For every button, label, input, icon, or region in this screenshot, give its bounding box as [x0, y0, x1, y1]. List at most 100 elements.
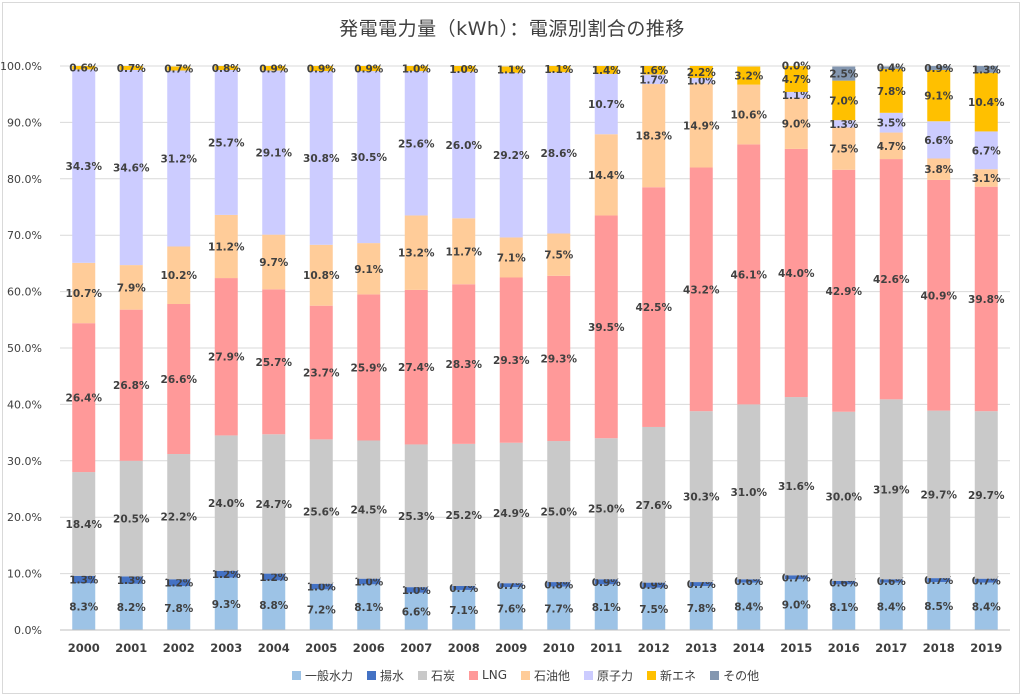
legend-item: その他: [710, 667, 759, 684]
bar-segment: [642, 74, 666, 85]
data-label: 1.2%: [212, 569, 242, 581]
bar-segment: [262, 234, 286, 290]
legend-swatch: [647, 670, 657, 680]
data-label: 28.6%: [541, 148, 578, 160]
bar-segment: [689, 66, 713, 78]
data-label: 0.8%: [544, 579, 574, 591]
bar-segment: [927, 158, 951, 180]
data-label: 25.2%: [446, 510, 483, 522]
bar-segment: [689, 411, 713, 583]
bar-segment: [784, 98, 808, 149]
bar-segment: [214, 577, 238, 630]
bar-segment: [452, 71, 476, 219]
bar-segment: [262, 66, 286, 71]
bar-segment: [974, 411, 998, 579]
data-label: 29.3%: [493, 355, 530, 367]
bar-segment: [119, 583, 143, 630]
bar-segment: [499, 587, 523, 630]
legend-swatch: [710, 670, 720, 680]
data-label: 0.9%: [592, 577, 622, 589]
data-label: 27.9%: [208, 352, 245, 364]
bar-segment: [642, 587, 666, 630]
bar-segment: [214, 278, 238, 436]
data-label: 1.0%: [687, 76, 717, 88]
data-label: 4.7%: [877, 141, 907, 153]
bar-segment: [879, 159, 903, 400]
bar-segment: [452, 443, 476, 587]
data-label: 0.7%: [117, 63, 147, 75]
x-tick-label: 2018: [923, 641, 955, 655]
bar-segment: [119, 460, 143, 577]
data-label: 43.2%: [683, 284, 720, 296]
chart-title: 発電電力量（kWh）：電源別割合の推移: [339, 18, 685, 40]
data-label: 6.6%: [924, 135, 954, 147]
legend-item: 原子力: [584, 667, 633, 684]
data-label: 1.1%: [497, 65, 527, 77]
legend-item: 石油他: [521, 667, 570, 684]
data-label: 1.3%: [69, 575, 99, 587]
bar-segment: [547, 66, 571, 73]
bar-segment: [167, 454, 191, 580]
data-label: 26.8%: [113, 380, 150, 392]
bar-segment: [119, 66, 143, 70]
data-label: 7.1%: [449, 605, 479, 617]
data-label: 9.3%: [212, 599, 242, 611]
data-label: 24.9%: [493, 508, 530, 520]
x-tick-label: 2014: [733, 641, 765, 655]
data-label: 1.3%: [117, 575, 147, 587]
x-tick-label: 2012: [638, 641, 670, 655]
bar-segment: [927, 121, 951, 159]
bar-segment: [689, 582, 713, 587]
data-label: 29.2%: [493, 150, 530, 162]
bar-segment: [879, 68, 903, 113]
data-label: 42.9%: [826, 286, 863, 298]
legend-label: LNG: [482, 668, 508, 682]
data-label: 13.2%: [398, 248, 435, 260]
bar-segment: [784, 148, 808, 398]
data-label: 29.7%: [968, 490, 1005, 502]
bar-segment: [309, 305, 333, 440]
data-label: 4.7%: [782, 74, 812, 86]
data-label: 0.9%: [924, 63, 954, 75]
bar-segment: [119, 576, 143, 584]
legend-item: 新エネ: [647, 667, 696, 684]
bar-segment: [404, 215, 428, 290]
x-tick-label: 2011: [590, 641, 622, 655]
data-label: 30.0%: [826, 491, 863, 503]
bar-segment: [642, 84, 666, 188]
x-tick-label: 2016: [828, 641, 860, 655]
x-tick-label: 2019: [970, 641, 1002, 655]
legend-item: 一般水力: [292, 667, 353, 684]
data-label: 0.4%: [877, 63, 907, 75]
bar-segment: [974, 169, 998, 187]
bar-segment: [499, 583, 523, 588]
x-tick-label: 2013: [685, 641, 717, 655]
bar-segment: [499, 66, 523, 73]
bar-segment: [72, 472, 96, 576]
data-label: 8.1%: [829, 602, 859, 614]
data-label: 31.2%: [161, 153, 198, 165]
legend-label: 一般水力: [305, 668, 354, 683]
data-label: 25.3%: [398, 511, 435, 523]
bar-segment: [404, 444, 428, 588]
data-label: 34.3%: [66, 161, 103, 173]
bar-segment: [547, 586, 571, 630]
y-tick-label: 30.0%: [7, 455, 42, 468]
data-label: 24.0%: [208, 498, 245, 510]
bar-segment: [452, 66, 476, 72]
bar-segment: [642, 187, 666, 427]
data-label: 7.8%: [687, 603, 717, 615]
bar-segment: [309, 589, 333, 630]
data-label: 1.0%: [307, 582, 337, 594]
data-label: 46.1%: [731, 269, 768, 281]
bar-segment: [452, 218, 476, 285]
bar-segment: [594, 584, 618, 630]
x-tick-label: 2000: [68, 641, 100, 655]
legend-swatch: [584, 670, 594, 680]
bar-segment: [262, 70, 286, 235]
bar-segment: [832, 584, 856, 630]
data-label: 24.5%: [351, 505, 388, 517]
x-tick-label: 2003: [210, 641, 242, 655]
bar-segment: [879, 132, 903, 160]
data-label: 26.4%: [66, 393, 103, 405]
